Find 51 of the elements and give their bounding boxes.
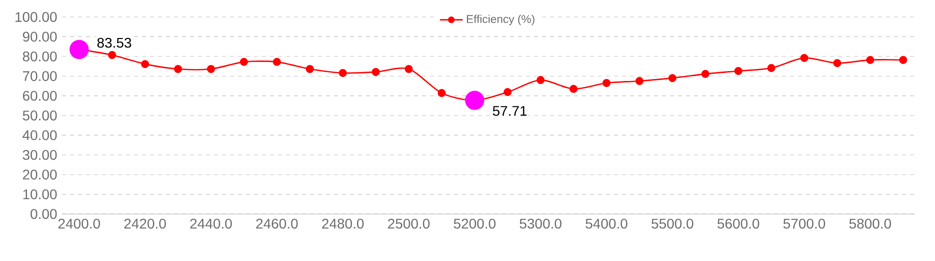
x-tick-label: 5300.0 (520, 218, 562, 229)
y-tick-label: 70.00 (22, 71, 57, 82)
point (833, 59, 842, 68)
point (338, 68, 347, 77)
point (372, 68, 380, 76)
point (570, 84, 578, 93)
point (504, 88, 512, 96)
y-tick-label: 10.00 (23, 189, 57, 200)
y-tick-label: 80.00 (22, 51, 57, 62)
point (899, 56, 908, 64)
point (206, 65, 215, 74)
y-tick-label: 100.00 (16, 12, 57, 22)
x-tick-label: 5600.0 (717, 218, 760, 229)
x-tick-label: 5200.0 (454, 218, 496, 229)
x-tick-label: 2420.0 (124, 218, 166, 229)
y-tick-label: 60.00 (22, 90, 57, 101)
point (536, 76, 545, 84)
y-tick-label: 50.00 (22, 110, 57, 120)
point (240, 58, 248, 66)
x-tick-label: 5700.0 (783, 218, 826, 229)
legend-label: Efficiency (%) (466, 14, 534, 26)
point (174, 65, 182, 74)
x-tick-label: 2400.0 (58, 218, 100, 229)
point (404, 65, 413, 74)
y-tick-label: 20.00 (22, 170, 57, 180)
point (701, 70, 710, 78)
point (668, 74, 676, 82)
x-tick-label: 2480.0 (322, 218, 364, 229)
data-label: 83.53 (97, 38, 132, 48)
x-tick-label: 2460.0 (256, 218, 298, 229)
point (108, 51, 116, 60)
x-tick-label: 5800.0 (849, 218, 892, 229)
point (734, 66, 742, 75)
y-tick-label: 40.00 (22, 130, 57, 140)
point (800, 54, 808, 62)
point (767, 64, 776, 72)
point (635, 77, 644, 86)
x-tick-label: 2440.0 (190, 218, 232, 229)
point (141, 60, 150, 68)
data-label: 57.71 (492, 106, 527, 116)
y-tick-label: 30.00 (22, 150, 57, 160)
point (306, 65, 314, 74)
x-tick-label: 5400.0 (586, 218, 628, 229)
y-tick-label: 0.00 (30, 209, 57, 219)
x-tick-label: 5500.0 (652, 218, 694, 229)
point (866, 56, 874, 64)
y-tick-label: 90.00 (22, 32, 57, 42)
x-tick-label: 2500.0 (388, 218, 430, 229)
point (438, 89, 446, 98)
point (602, 78, 611, 87)
point (272, 58, 281, 66)
